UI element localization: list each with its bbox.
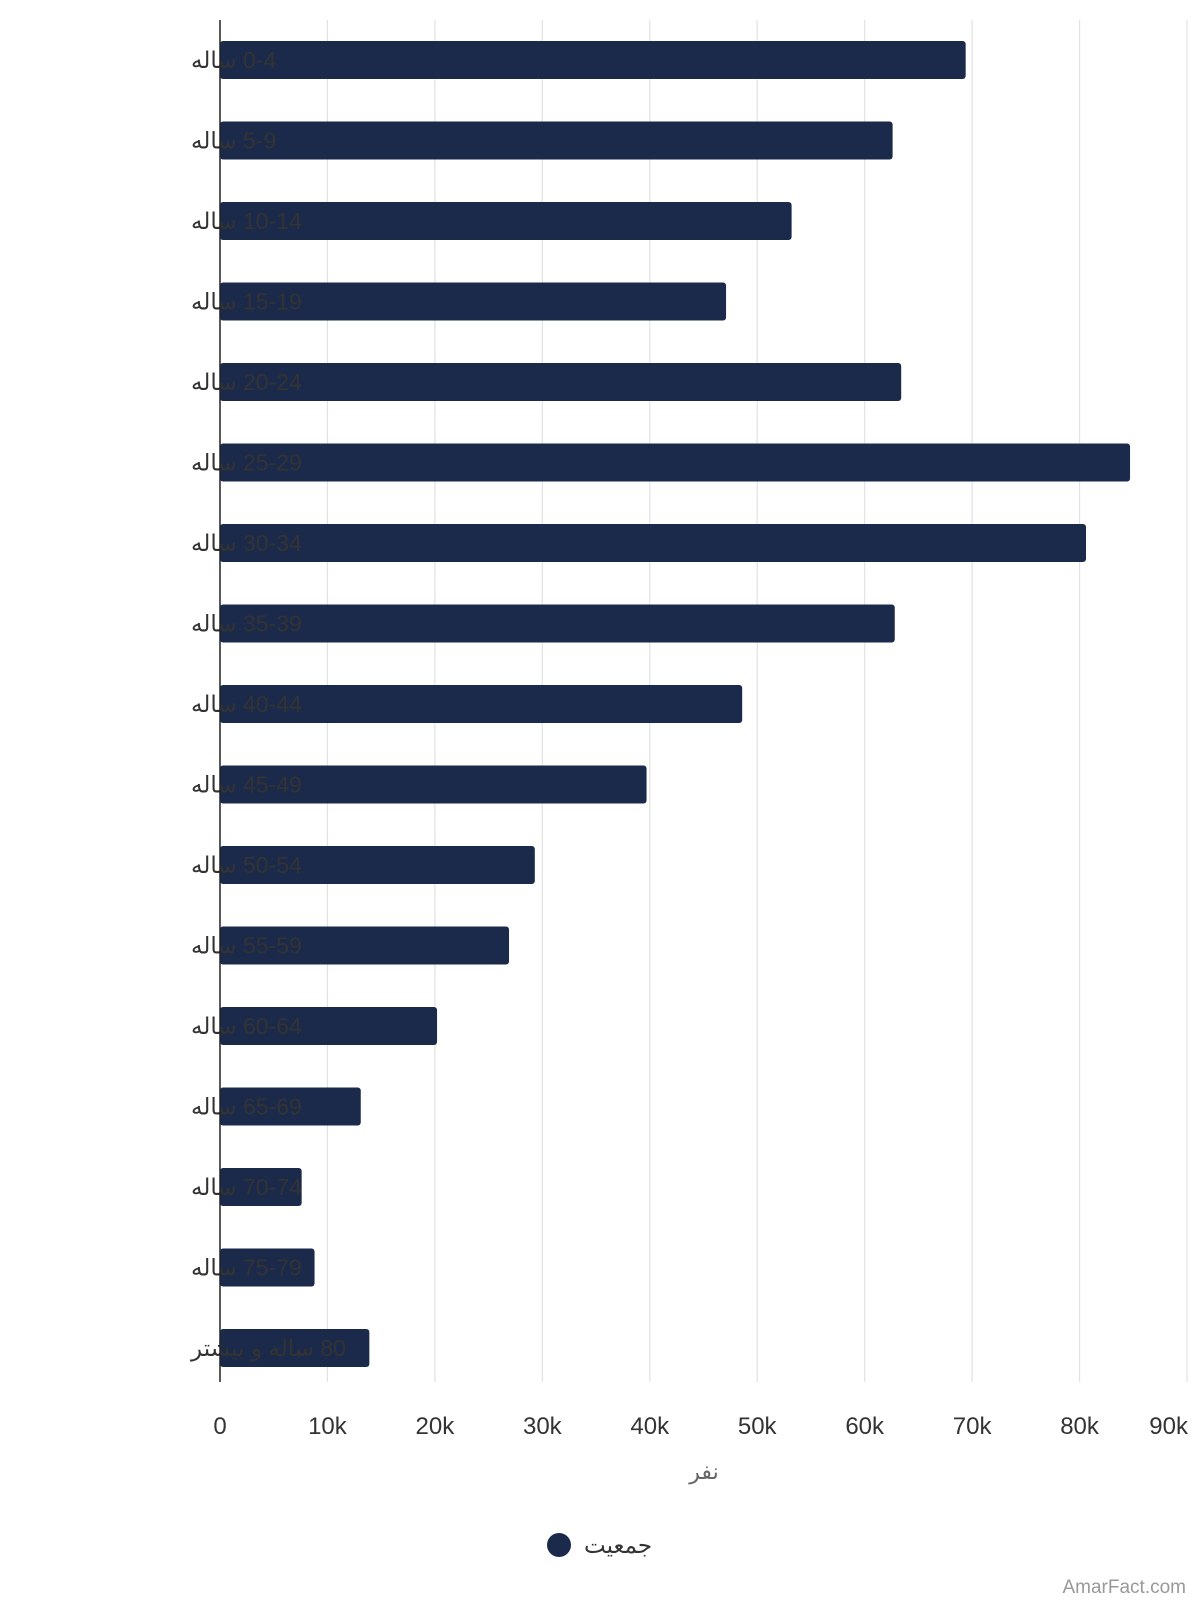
category-label: 80 ساله و بیشتر bbox=[190, 1335, 346, 1362]
bar[interactable] bbox=[220, 282, 727, 321]
bar[interactable] bbox=[220, 1087, 361, 1126]
watermark: AmarFact.com bbox=[1062, 1577, 1186, 1598]
x-tick-label: 80k bbox=[1060, 1413, 1100, 1440]
category-label: 45-49 ساله bbox=[191, 772, 302, 798]
x-axis-ticks: 0 10k 20k 30k 40k 50k 60k 70k 80k 90k bbox=[213, 1413, 1189, 1440]
bar[interactable] bbox=[220, 41, 966, 79]
legend[interactable]: جمعیت bbox=[547, 1532, 652, 1558]
category-label: 60-64 ساله bbox=[191, 1013, 302, 1039]
category-label: 15-19 ساله bbox=[191, 289, 302, 315]
category-label: 35-39 ساله bbox=[191, 611, 302, 637]
x-axis-title: نفر bbox=[688, 1459, 718, 1484]
x-tick-label: 0 bbox=[213, 1413, 226, 1440]
x-tick-label: 90k bbox=[1149, 1413, 1189, 1440]
bar[interactable] bbox=[220, 443, 1131, 482]
bar[interactable] bbox=[220, 846, 535, 884]
bar[interactable] bbox=[220, 524, 1087, 562]
x-tick-label: 60k bbox=[845, 1413, 885, 1440]
category-label: 25-29 ساله bbox=[191, 450, 302, 476]
category-labels: 0-4 ساله 5-9 ساله 10-14 ساله 15-19 ساله 20-2… bbox=[190, 47, 346, 1362]
category-label: 65-69 ساله bbox=[191, 1094, 302, 1120]
category-label: 75-79 ساله bbox=[191, 1255, 302, 1281]
category-label: 55-59 ساله bbox=[191, 933, 302, 959]
x-tick-label: 10k bbox=[308, 1413, 348, 1440]
grid-lines bbox=[326, 20, 1188, 1382]
x-tick-label: 40k bbox=[630, 1413, 670, 1440]
bar[interactable] bbox=[220, 363, 902, 401]
category-label: 70-74 ساله bbox=[191, 1174, 302, 1200]
category-label: 5-9 ساله bbox=[191, 128, 276, 154]
x-tick-label: 50k bbox=[738, 1413, 778, 1440]
category-label: 50-54 ساله bbox=[191, 852, 302, 878]
legend-label: جمعیت bbox=[584, 1532, 652, 1558]
bar[interactable] bbox=[220, 121, 893, 160]
category-label: 40-44 ساله bbox=[191, 691, 302, 717]
x-tick-label: 30k bbox=[523, 1413, 563, 1440]
bars bbox=[220, 41, 1131, 1367]
category-label: 20-24 ساله bbox=[191, 369, 302, 395]
category-label: 30-34 ساله bbox=[191, 530, 302, 556]
bar[interactable] bbox=[220, 765, 647, 804]
bar[interactable] bbox=[220, 1168, 302, 1206]
bar[interactable] bbox=[220, 1248, 315, 1287]
bar[interactable] bbox=[220, 202, 792, 240]
legend-marker bbox=[547, 1533, 571, 1557]
category-label: 10-14 ساله bbox=[191, 208, 302, 234]
category-label: 0-4 ساله bbox=[191, 47, 276, 73]
bar[interactable] bbox=[220, 926, 510, 965]
x-tick-label: 20k bbox=[416, 1413, 456, 1440]
bar[interactable] bbox=[220, 685, 743, 723]
x-tick-label: 70k bbox=[953, 1413, 993, 1440]
bar[interactable] bbox=[220, 1007, 438, 1045]
bar[interactable] bbox=[220, 1329, 370, 1367]
bar[interactable] bbox=[220, 604, 895, 643]
